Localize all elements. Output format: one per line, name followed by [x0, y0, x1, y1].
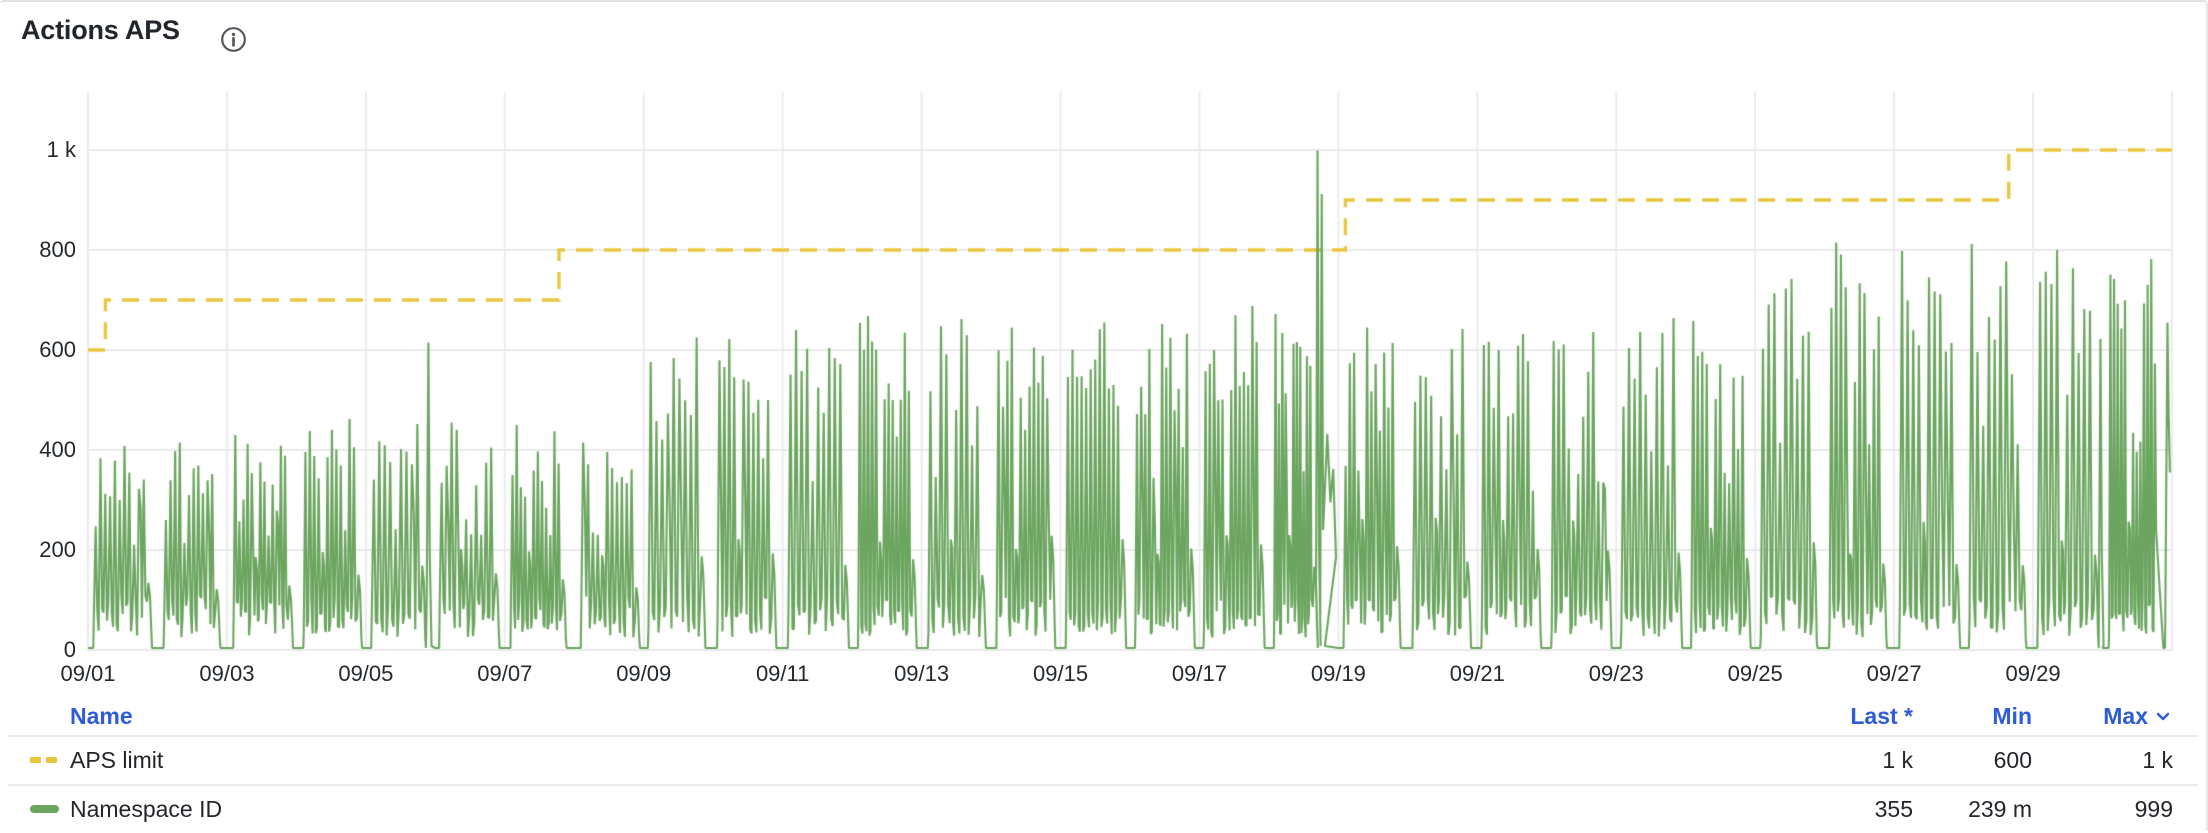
chart-region: 09/01 09/03 09/05 09/07 09/09 09/11 09/13 09/15…	[0, 2, 2208, 700]
x-axis-label: 09/29	[2005, 661, 2061, 686]
info-circle-icon[interactable]	[220, 26, 247, 53]
legend-value-last: 1 k	[1882, 746, 1913, 773]
legend-header-max[interactable]: Max	[2040, 698, 2173, 734]
x-axis-label: 09/19	[1310, 661, 1366, 686]
x-axis-label: 09/25	[1727, 661, 1783, 686]
legend-value-max: 1 k	[2142, 746, 2173, 773]
y-axis-label: 1 k	[46, 137, 76, 162]
legend-header-name[interactable]: Name	[70, 698, 133, 734]
legend-value-min: 600	[1993, 746, 2032, 773]
legend-separator	[8, 784, 2198, 786]
x-axis-label: 09/01	[60, 661, 116, 686]
y-axis-label: 0	[63, 637, 76, 662]
x-axis-label: 09/21	[1449, 661, 1505, 686]
x-axis-label: 09/09	[616, 661, 672, 686]
chevron-down-icon	[2153, 706, 2173, 726]
legend-series-namespace-id[interactable]: Namespace ID	[70, 785, 222, 833]
series-swatch-solid-green-icon	[30, 785, 60, 833]
x-axis-label: 09/05	[338, 661, 394, 686]
series-name-label: APS limit	[70, 746, 164, 773]
legend-header-row: Name Last * Min Max	[0, 698, 2208, 734]
x-axis-label: 09/11	[755, 661, 810, 686]
y-axis-label: 800	[39, 237, 76, 262]
x-axis-label: 09/23	[1588, 661, 1644, 686]
legend-header-max-label: Max	[2103, 702, 2148, 729]
x-axis-label: 09/17	[1171, 661, 1227, 686]
legend-value-last: 355	[1874, 795, 1913, 822]
legend-header-name-label: Name	[70, 702, 133, 729]
legend-value-max: 999	[2134, 795, 2173, 822]
time-series-chart[interactable]	[0, 2, 2208, 700]
x-axis-label: 09/27	[1866, 661, 1922, 686]
legend-separator	[8, 735, 2198, 737]
series-name-label: Namespace ID	[70, 795, 223, 822]
legend-row: Namespace ID 355 239 m 999	[0, 785, 2208, 833]
x-axis-label: 09/07	[477, 661, 533, 686]
y-axis-label: 400	[39, 437, 76, 462]
x-axis-label: 09/15	[1033, 661, 1089, 686]
panel-header: Actions APS	[0, 2, 2206, 60]
legend-header-min[interactable]: Min	[1930, 698, 2032, 734]
x-axis-label: 09/13	[894, 661, 950, 686]
panel-title[interactable]: Actions APS	[21, 15, 180, 45]
legend-header-last[interactable]: Last *	[1660, 698, 1913, 734]
y-axis-label: 600	[39, 337, 76, 362]
series-swatch-dashed-yellow-icon	[30, 736, 60, 784]
legend-value-min: 239 m	[1968, 795, 2032, 822]
legend-table: Name Last * Min Max APS limit 1 k 600 1 …	[0, 696, 2208, 832]
x-axis-label: 09/03	[199, 661, 255, 686]
legend-series-aps-limit[interactable]: APS limit	[70, 736, 163, 784]
legend-row: APS limit 1 k 600 1 k	[0, 736, 2208, 784]
y-axis-label: 200	[39, 537, 76, 562]
legend-header-min-label: Min	[1992, 702, 2032, 729]
legend-header-last-label: Last *	[1850, 702, 1913, 729]
